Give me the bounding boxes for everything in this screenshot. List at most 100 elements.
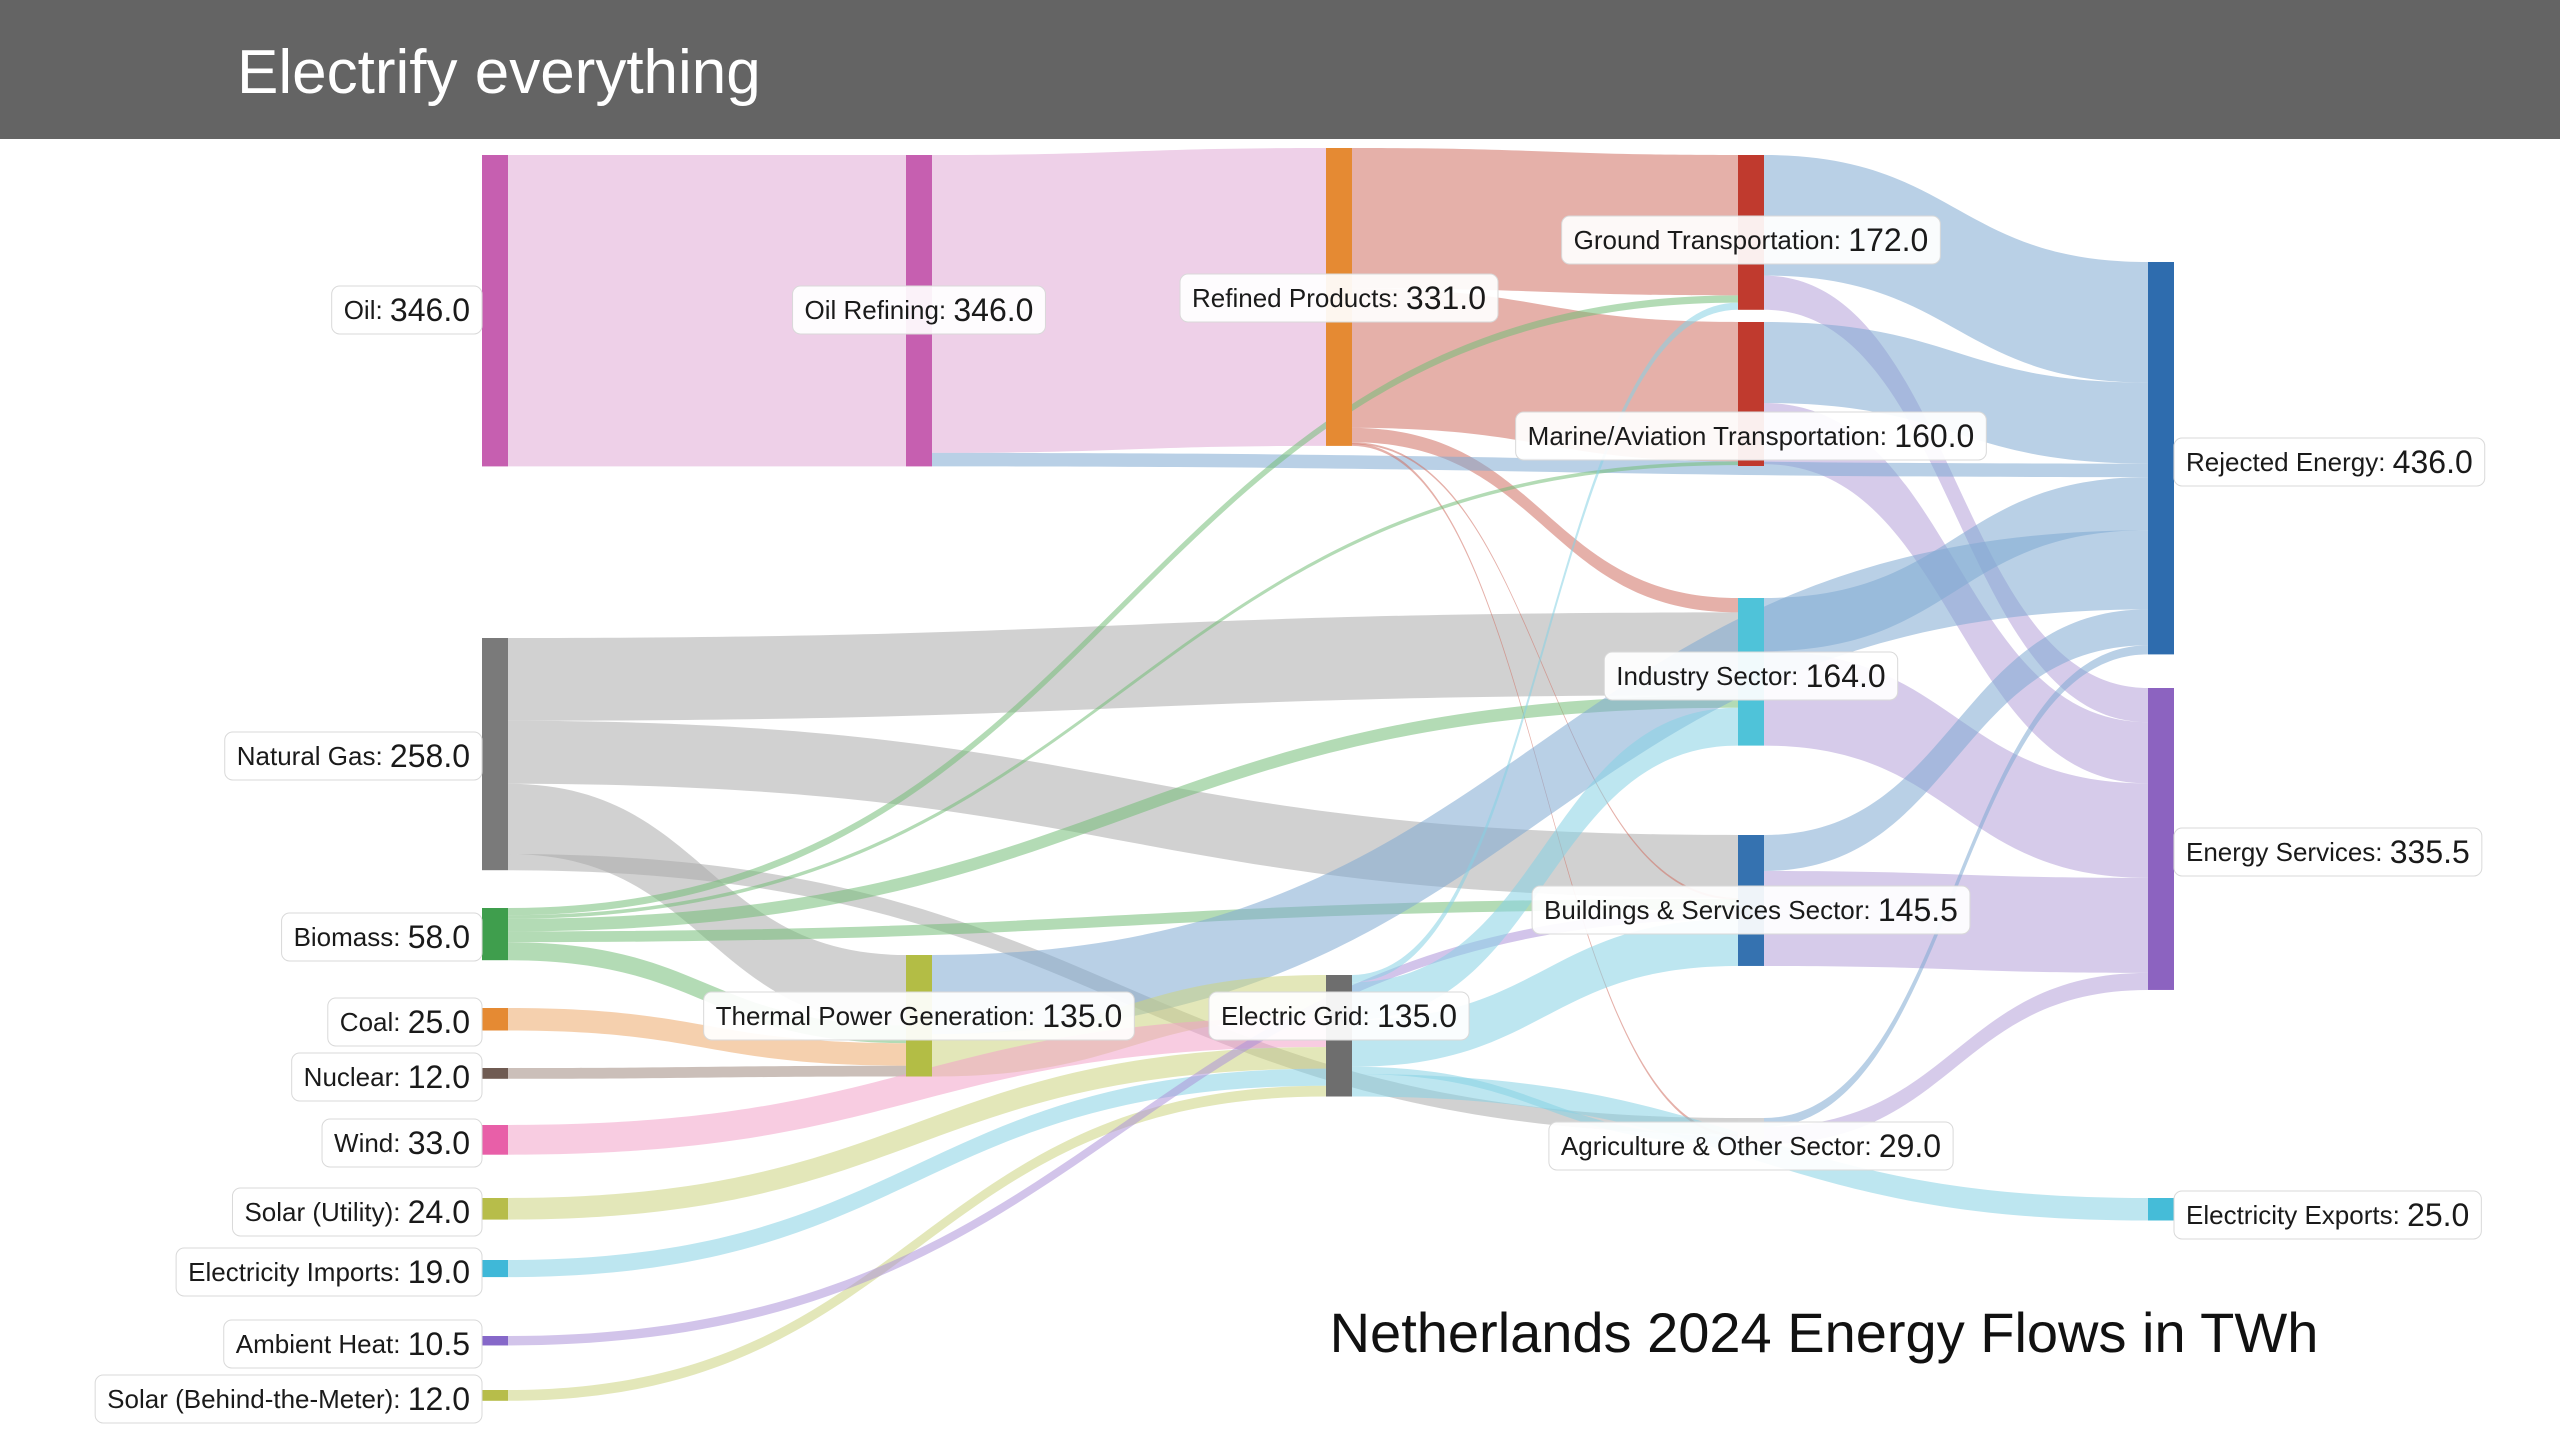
label-bg-solar_utility (231, 1187, 483, 1237)
flow-ambient_heat-buildings (508, 909, 1738, 1346)
node-nuclear (482, 1068, 508, 1079)
svg-text:Electric Grid: 135.0: Electric Grid: 135.0 (1221, 998, 1457, 1034)
flow-oil_refining-refined_products (932, 148, 1326, 453)
svg-text:Energy Services: 335.5: Energy Services: 335.5 (2186, 834, 2470, 870)
flow-electric_grid-industry (1352, 707, 1738, 1020)
chart-caption: Netherlands 2024 Energy Flows in TWh (1329, 1301, 2319, 1364)
flow-electricity_imports-electric_grid (508, 1068, 1326, 1278)
flow-natural_gas-thermal_power (508, 783, 906, 1026)
label-bg-electricity_exports (2173, 1190, 2482, 1240)
flow-oil-oil_refining (508, 155, 906, 467)
flow-biomass-ground_transport (508, 295, 1738, 916)
svg-text:Thermal Power Generation: 135.: Thermal Power Generation: 135.0 (716, 998, 1123, 1034)
header-bar: Electrify everything (0, 0, 2560, 139)
svg-text:Agriculture & Other Sector: 29: Agriculture & Other Sector: 29.0 (1561, 1128, 1941, 1164)
flow-solar_utility-electric_grid (508, 1047, 1326, 1220)
label-bg-coal (327, 997, 483, 1047)
label-oil: Oil: 346.0 (331, 285, 483, 335)
label-bg-solar_btm (94, 1374, 483, 1424)
flow-natural_gas-industry (508, 612, 1738, 721)
flow-ground_transport-energy_services (1764, 275, 2148, 723)
flow-solar_btm-electric_grid (508, 1085, 1326, 1401)
node-electricity_exports (2148, 1198, 2174, 1221)
label-refined_products: Refined Products: 331.0 (1179, 273, 1499, 323)
flow-refined_products-buildings (1352, 442, 1738, 900)
label-bg-nuclear (291, 1052, 483, 1102)
flow-refined_products-industry (1352, 427, 1738, 613)
label-oil_refining: Oil Refining: 346.0 (792, 285, 1046, 335)
node-rejected_energy (2148, 262, 2174, 655)
label-bg-buildings (1531, 885, 1971, 935)
flow-electric_grid-ground_transport (1352, 302, 1738, 983)
svg-text:Marine/Aviation Transportation: Marine/Aviation Transportation: 160.0 (1528, 418, 1975, 454)
svg-text:Biomass: 58.0: Biomass: 58.0 (294, 919, 470, 955)
flow-thermal_power-rejected_energy (932, 530, 2148, 1035)
label-agriculture: Agriculture & Other Sector: 29.0 (1548, 1121, 1954, 1171)
node-wind (482, 1125, 508, 1155)
label-bg-oil_refining (792, 285, 1046, 335)
label-industry: Industry Sector: 164.0 (1603, 651, 1899, 701)
flow-oil_refining-rejected_energy (932, 452, 2148, 478)
svg-text:Coal: 25.0: Coal: 25.0 (340, 1004, 470, 1040)
label-bg-refined_products (1179, 273, 1499, 323)
label-buildings: Buildings & Services Sector: 145.5 (1531, 885, 1971, 935)
label-biomass: Biomass: 58.0 (281, 912, 483, 962)
svg-text:Ambient Heat: 10.5: Ambient Heat: 10.5 (236, 1326, 470, 1362)
svg-text:Electricity Imports: 19.0: Electricity Imports: 19.0 (188, 1254, 470, 1290)
svg-text:Ground Transportation: 172.0: Ground Transportation: 172.0 (1574, 222, 1929, 258)
label-ground_transport: Ground Transportation: 172.0 (1561, 215, 1941, 265)
label-rejected_energy: Rejected Energy: 436.0 (2173, 437, 2486, 487)
label-nuclear: Nuclear: 12.0 (291, 1052, 483, 1102)
sankey-labels: Oil: 346.0 Natural Gas: 258.0 Biomass: 58.… (94, 215, 2486, 1424)
node-biomass (482, 908, 508, 961)
label-bg-thermal_power (703, 991, 1135, 1041)
label-bg-wind (321, 1118, 483, 1168)
flow-nuclear-thermal_power (508, 1065, 906, 1079)
label-bg-rejected_energy (2173, 437, 2486, 487)
node-oil (482, 155, 508, 467)
label-bg-marine_aviation (1515, 411, 1987, 461)
label-bg-industry (1603, 651, 1899, 701)
svg-text:Oil Refining: 346.0: Oil Refining: 346.0 (805, 292, 1034, 328)
flow-biomass-industry (508, 695, 1738, 932)
svg-text:Buildings & Services Sector: 1: Buildings & Services Sector: 145.5 (1544, 892, 1958, 928)
label-bg-biomass (281, 912, 483, 962)
svg-text:Industry Sector: 164.0: Industry Sector: 164.0 (1616, 658, 1885, 694)
label-bg-energy_services (2173, 827, 2483, 877)
svg-text:Oil: 346.0: Oil: 346.0 (344, 292, 470, 328)
svg-text:Nuclear: 12.0: Nuclear: 12.0 (304, 1059, 470, 1095)
label-bg-ground_transport (1561, 215, 1941, 265)
svg-text:Electricity Exports: 25.0: Electricity Exports: 25.0 (2186, 1197, 2469, 1233)
label-solar_utility: Solar (Utility): 24.0 (231, 1187, 483, 1237)
label-bg-natural_gas (224, 731, 483, 781)
svg-text:Refined Products: 331.0: Refined Products: 331.0 (1192, 280, 1486, 316)
label-bg-oil (331, 285, 483, 335)
label-bg-electricity_imports (175, 1247, 483, 1297)
label-electricity_imports: Electricity Imports: 19.0 (175, 1247, 483, 1297)
label-solar_btm: Solar (Behind-the-Meter): 12.0 (94, 1374, 483, 1424)
svg-text:Solar (Behind-the-Meter): 12.0: Solar (Behind-the-Meter): 12.0 (107, 1381, 470, 1417)
label-wind: Wind: 33.0 (321, 1118, 483, 1168)
node-coal (482, 1008, 508, 1031)
flow-industry-energy_services (1764, 651, 2148, 878)
node-natural_gas (482, 638, 508, 871)
svg-text:Rejected Energy: 436.0: Rejected Energy: 436.0 (2186, 444, 2473, 480)
node-solar_btm (482, 1390, 508, 1401)
node-electricity_imports (482, 1260, 508, 1278)
label-ambient_heat: Ambient Heat: 10.5 (223, 1319, 483, 1369)
node-energy_services (2148, 688, 2174, 990)
label-energy_services: Energy Services: 335.5 (2173, 827, 2483, 877)
label-coal: Coal: 25.0 (327, 997, 483, 1047)
flow-buildings-rejected_energy (1764, 609, 2148, 871)
label-marine_aviation: Marine/Aviation Transportation: 160.0 (1515, 411, 1987, 461)
label-bg-electric_grid (1208, 991, 1470, 1041)
label-electric_grid: Electric Grid: 135.0 (1208, 991, 1470, 1041)
svg-text:Wind: 33.0: Wind: 33.0 (334, 1125, 470, 1161)
node-ambient_heat (482, 1336, 508, 1346)
flow-biomass-marine_aviation (508, 461, 1738, 919)
flow-ground_transport-rejected_energy (1764, 155, 2148, 383)
label-bg-agriculture (1548, 1121, 1954, 1171)
page-title: Electrify everything (237, 38, 761, 107)
